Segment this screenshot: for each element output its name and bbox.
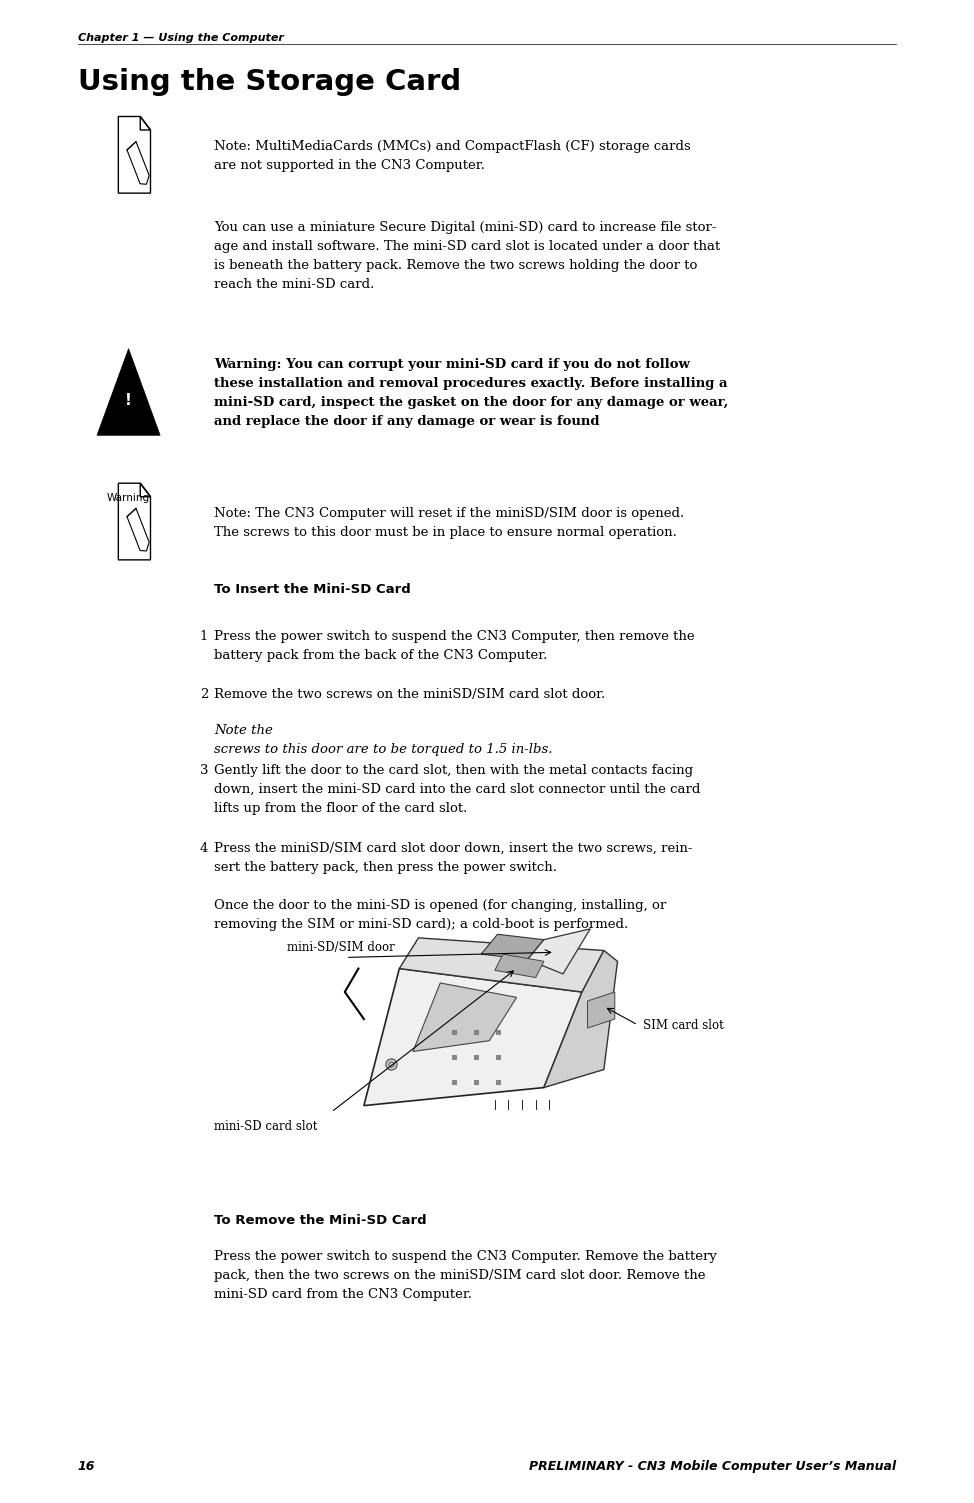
Text: 2: 2 <box>200 688 208 702</box>
Polygon shape <box>413 983 516 1052</box>
Text: SIM card slot: SIM card slot <box>643 1019 724 1031</box>
Text: PRELIMINARY - CN3 Mobile Computer User’s Manual: PRELIMINARY - CN3 Mobile Computer User’s… <box>529 1459 896 1473</box>
Text: Note the
screws to this door are to be torqued to 1.5 in-lbs.: Note the screws to this door are to be t… <box>214 724 553 756</box>
Text: Note: MultiMediaCards (MMCs) and CompactFlash (CF) storage cards
are not support: Note: MultiMediaCards (MMCs) and Compact… <box>214 140 691 171</box>
Text: 3: 3 <box>200 764 208 777</box>
Polygon shape <box>364 968 582 1106</box>
Text: mini-SD/SIM door: mini-SD/SIM door <box>287 941 395 954</box>
Polygon shape <box>528 929 590 974</box>
Polygon shape <box>481 935 543 959</box>
Polygon shape <box>587 992 615 1028</box>
Text: Chapter 1 — Using the Computer: Chapter 1 — Using the Computer <box>78 33 283 44</box>
Text: You can use a miniature Secure Digital (mini-SD) card to increase file stor-
age: You can use a miniature Secure Digital (… <box>214 221 721 292</box>
Polygon shape <box>97 349 160 436</box>
Text: Press the power switch to suspend the CN3 Computer. Remove the battery
pack, the: Press the power switch to suspend the CN… <box>214 1250 717 1302</box>
Text: Press the power switch to suspend the CN3 Computer, then remove the
battery pack: Press the power switch to suspend the CN… <box>214 630 694 661</box>
Text: Once the door to the mini-SD is opened (for changing, installing, or
removing th: Once the door to the mini-SD is opened (… <box>214 899 666 930</box>
Text: Gently lift the door to the card slot, then with the metal contacts facing
down,: Gently lift the door to the card slot, t… <box>214 764 700 815</box>
Text: Warning: Warning <box>107 493 150 504</box>
Polygon shape <box>399 938 604 992</box>
Text: 4: 4 <box>200 842 208 855</box>
Text: Note: The CN3 Computer will reset if the miniSD/SIM door is opened.
The screws t: Note: The CN3 Computer will reset if the… <box>214 507 685 538</box>
Text: Press the miniSD/SIM card slot door down, insert the two screws, rein-
sert the : Press the miniSD/SIM card slot door down… <box>214 842 693 873</box>
Text: To Insert the Mini-SD Card: To Insert the Mini-SD Card <box>214 583 411 597</box>
Text: 16: 16 <box>78 1459 95 1473</box>
Text: !: ! <box>125 392 132 407</box>
Text: Warning: You can corrupt your mini-SD card if you do not follow
these installati: Warning: You can corrupt your mini-SD ca… <box>214 358 729 428</box>
Text: Using the Storage Card: Using the Storage Card <box>78 68 461 96</box>
Text: Remove the two screws on the miniSD/SIM card slot door.: Remove the two screws on the miniSD/SIM … <box>214 688 610 702</box>
Text: mini-SD card slot: mini-SD card slot <box>214 1120 318 1133</box>
Polygon shape <box>495 954 543 977</box>
Text: To Remove the Mini-SD Card: To Remove the Mini-SD Card <box>214 1214 427 1228</box>
Polygon shape <box>543 950 618 1088</box>
Text: 1: 1 <box>200 630 208 643</box>
